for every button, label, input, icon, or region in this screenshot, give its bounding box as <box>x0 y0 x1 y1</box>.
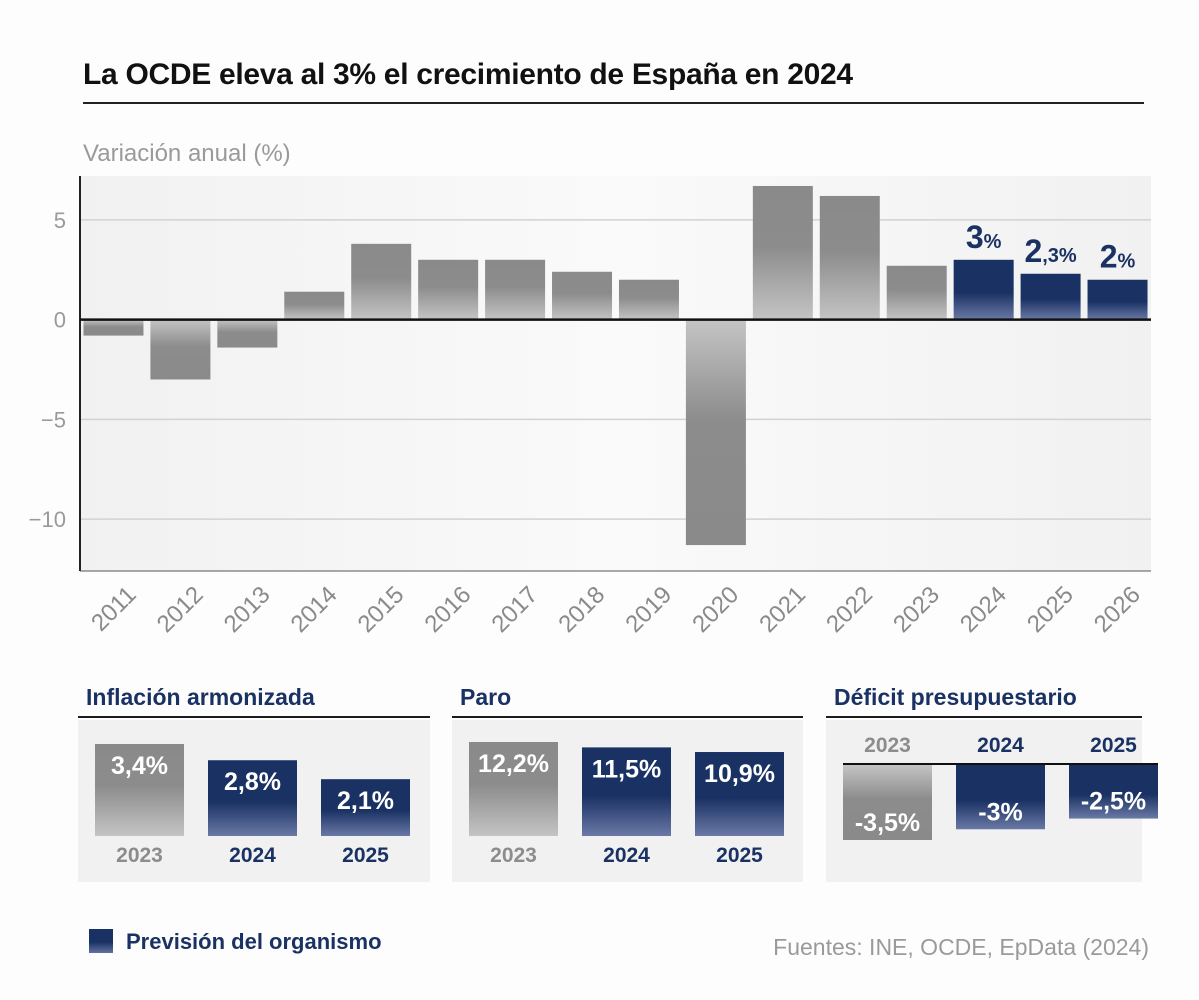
bar-2015 <box>351 243 412 320</box>
panel-header-deficit: Déficit presupuestario <box>826 682 1142 718</box>
legend-swatch-forecast <box>89 929 113 953</box>
bar-2017 <box>485 259 546 320</box>
bar-2016 <box>418 259 479 320</box>
plot-background <box>80 176 1151 571</box>
panel-header-inflation: Inflación armonizada <box>78 682 430 718</box>
panel-bar-2025 <box>695 752 784 836</box>
panel-bar-2023 <box>469 742 558 836</box>
x-tick-label: 2024 <box>955 581 1012 638</box>
panel-bar-2023 <box>843 765 932 840</box>
x-tick-label: 2016 <box>420 581 477 638</box>
panel-bar-value: 12,2% <box>478 750 549 778</box>
y-tick-label: −5 <box>41 407 66 432</box>
bar-2025 <box>1020 273 1081 320</box>
panel-bar-value: 11,5% <box>592 755 662 783</box>
x-tick-label: 2025 <box>1022 581 1079 638</box>
bar-2019 <box>618 279 679 320</box>
bar-2012 <box>150 319 211 380</box>
y-tick-label: 0 <box>54 308 66 333</box>
x-tick-label: 2026 <box>1089 581 1146 638</box>
bar-2014 <box>284 291 345 320</box>
panel-bar-2025 <box>321 779 410 836</box>
x-tick-label: 2012 <box>152 581 209 638</box>
x-tick-label: 2020 <box>687 581 744 638</box>
panel-bar-value: 2,1% <box>337 787 394 815</box>
panel-bar-value: 10,9% <box>704 760 775 788</box>
x-tick-label: 2013 <box>219 581 276 638</box>
source-note: Fuentes: INE, OCDE, EpData (2024) <box>773 934 1149 960</box>
bar-2024 <box>953 259 1014 320</box>
bar-2011 <box>83 319 144 336</box>
chart-title: La OCDE eleva al 3% el crecimiento de Es… <box>83 58 853 91</box>
bar-annotation-2024: 3% <box>966 219 1002 255</box>
bar-2013 <box>217 319 278 348</box>
panel-year-label: 2024 <box>229 844 276 867</box>
panel-year-label: 2025 <box>1090 734 1137 757</box>
bar-annotation-2025: 2,3% <box>1024 233 1076 269</box>
bar-2020 <box>685 319 746 546</box>
panel-bar-value: 3,4% <box>111 752 168 780</box>
panel-bar-value: 2,8% <box>224 768 281 796</box>
panel-title-unemployment: Paro <box>460 684 512 710</box>
bar-2018 <box>552 271 613 320</box>
panel-title-inflation: Inflación armonizada <box>86 684 315 710</box>
bar-2026 <box>1087 279 1148 320</box>
bar-2023 <box>886 265 947 320</box>
panel-year-label: 2023 <box>490 844 537 867</box>
panel-year-label: 2025 <box>342 844 389 867</box>
panel-year-label: 2024 <box>977 734 1024 757</box>
panel-bar-value: -3,5% <box>855 809 920 837</box>
y-axis-label: Variación anual (%) <box>83 140 291 167</box>
bar-2021 <box>752 185 813 320</box>
x-tick-label: 2022 <box>821 581 878 638</box>
bar-annotation-2026: 2% <box>1100 239 1136 275</box>
x-tick-label: 2018 <box>553 581 610 638</box>
x-tick-label: 2019 <box>620 581 677 638</box>
panel-year-label: 2023 <box>864 734 911 757</box>
x-tick-label: 2023 <box>888 581 945 638</box>
panel-year-label: 2025 <box>716 844 763 867</box>
panel-title-deficit: Déficit presupuestario <box>834 684 1077 710</box>
panel-bar-2024 <box>956 765 1045 830</box>
y-tick-label: −10 <box>29 507 66 532</box>
panel-year-label: 2023 <box>116 844 163 867</box>
x-tick-label: 2011 <box>86 581 142 637</box>
x-tick-label: 2015 <box>353 581 410 638</box>
x-tick-label: 2021 <box>754 581 811 638</box>
y-tick-label: 5 <box>54 208 66 233</box>
panel-bar-value: -2,5% <box>1081 788 1146 816</box>
bar-2022 <box>819 195 880 320</box>
panel-bar-2023 <box>95 744 184 836</box>
title-divider <box>83 102 1144 104</box>
panel-bar-2025 <box>1069 765 1158 819</box>
x-tick-label: 2014 <box>286 581 343 638</box>
panel-bar-value: -3% <box>978 798 1022 826</box>
legend-label-forecast: Previsión del organismo <box>126 929 382 954</box>
x-tick-label: 2017 <box>486 581 543 638</box>
panel-header-unemployment: Paro <box>452 682 803 718</box>
panel-bar-2024 <box>582 747 671 836</box>
panel-year-label: 2024 <box>603 844 650 867</box>
panel-bar-2024 <box>208 760 297 836</box>
